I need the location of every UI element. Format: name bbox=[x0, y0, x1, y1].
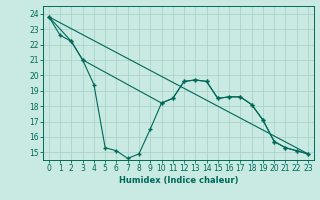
X-axis label: Humidex (Indice chaleur): Humidex (Indice chaleur) bbox=[119, 176, 238, 185]
